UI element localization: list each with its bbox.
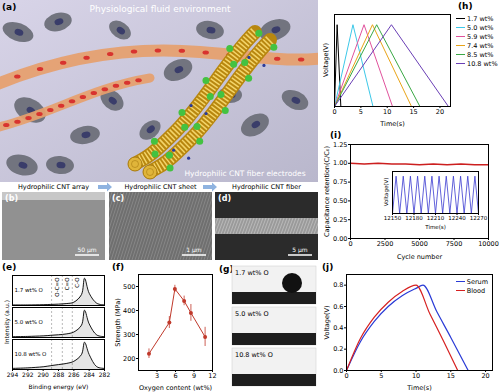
- svg-text:5: 5: [379, 372, 383, 380]
- svg-text:Oxygen content (wt%): Oxygen content (wt%): [139, 384, 212, 392]
- svg-text:3: 3: [155, 372, 159, 380]
- svg-text:286: 286: [68, 371, 80, 378]
- html-text:Voltage(V): Voltage(V): [322, 43, 330, 77]
- svg-text:9: 9: [192, 372, 196, 380]
- svg-text:10.8 wt% O: 10.8 wt% O: [235, 351, 273, 359]
- svg-text:Time(s): Time(s): [424, 224, 446, 230]
- svg-text:1.25: 1.25: [333, 141, 347, 149]
- svg-text:200: 200: [123, 355, 135, 363]
- svg-text:2500: 2500: [377, 240, 394, 248]
- svg-text:20: 20: [436, 108, 444, 116]
- svg-text:(c): (c): [112, 194, 124, 203]
- svg-text:5.0 wt% O: 5.0 wt% O: [15, 319, 44, 325]
- html-text:5.9 wt%: 5.9 wt%: [467, 32, 494, 41]
- svg-text:1.00: 1.00: [333, 159, 347, 167]
- svg-text:Time(s): Time(s): [406, 384, 431, 392]
- html-text:(i): (i): [330, 130, 342, 140]
- html-text:Voltage(V): Voltage(V): [383, 177, 389, 207]
- svg-text:0.4: 0.4: [333, 324, 343, 332]
- svg-text:500: 500: [123, 283, 135, 291]
- svg-text:282: 282: [99, 371, 111, 378]
- svg-text:284: 284: [83, 371, 95, 378]
- html-text:7.4 wt%: 7.4 wt%: [467, 41, 494, 50]
- html-text:5.0 wt%: 5.0 wt%: [467, 23, 494, 32]
- svg-text:12240: 12240: [448, 215, 466, 221]
- svg-text:0.0: 0.0: [333, 367, 343, 375]
- svg-text:20: 20: [481, 372, 489, 380]
- svg-text:O-C=O: O-C=O: [54, 277, 60, 297]
- html-text:1.7 wt%: 1.7 wt%: [467, 14, 494, 23]
- svg-text:290: 290: [37, 371, 49, 378]
- svg-text:0.25: 0.25: [333, 216, 347, 224]
- svg-text:12150: 12150: [384, 215, 402, 221]
- svg-text:0.6: 0.6: [333, 303, 343, 311]
- svg-text:5000: 5000: [411, 240, 428, 248]
- svg-text:12: 12: [208, 372, 216, 380]
- svg-text:0: 0: [344, 372, 348, 380]
- svg-text:15: 15: [447, 372, 455, 380]
- svg-text:C=O: C=O: [64, 277, 70, 290]
- html-text:Intensity (a.u.): Intensity (a.u.): [2, 300, 10, 344]
- svg-text:0.00: 0.00: [333, 235, 347, 243]
- html-text:8.5 wt%: 8.5 wt%: [467, 50, 494, 59]
- svg-text:Time(s): Time(s): [379, 120, 404, 128]
- svg-text:Hydrophilic CNT sheet: Hydrophilic CNT sheet: [124, 183, 197, 191]
- html-text:Serum: Serum: [466, 277, 488, 286]
- svg-text:10: 10: [383, 108, 391, 116]
- svg-text:6: 6: [173, 372, 177, 380]
- html-text:(e): (e): [2, 262, 17, 272]
- svg-text:12270: 12270: [470, 215, 488, 221]
- svg-text:(a): (a): [2, 2, 16, 12]
- svg-text:Strength (MPa): Strength (MPa): [114, 298, 122, 346]
- svg-text:(d): (d): [218, 194, 231, 203]
- svg-text:(g): (g): [219, 264, 234, 274]
- html-text:(h): (h): [458, 1, 473, 11]
- svg-text:Hydrophilic CNT array: Hydrophilic CNT array: [18, 183, 89, 191]
- html-text:Blood: Blood: [466, 286, 486, 295]
- svg-text:Binding energy (eV): Binding energy (eV): [29, 383, 89, 391]
- svg-text:C-O: C-O: [74, 277, 80, 288]
- svg-text:Cycle number: Cycle number: [397, 253, 443, 261]
- svg-text:5 μm: 5 μm: [292, 246, 308, 254]
- svg-text:1.7 wt% O: 1.7 wt% O: [235, 269, 269, 277]
- svg-text:0.8: 0.8: [333, 281, 343, 289]
- svg-text:0.2: 0.2: [333, 345, 343, 353]
- svg-text:(b): (b): [5, 194, 18, 203]
- svg-text:292: 292: [22, 371, 34, 378]
- svg-text:Voltage(V): Voltage(V): [323, 306, 331, 340]
- svg-text:288: 288: [53, 371, 65, 378]
- svg-text:Physiological fluid environmen: Physiological fluid environment: [90, 4, 231, 14]
- svg-text:50 μm: 50 μm: [77, 246, 96, 254]
- html-text:10.8 wt%: 10.8 wt%: [467, 59, 498, 68]
- svg-text:1 μm: 1 μm: [186, 246, 202, 254]
- svg-text:0: 0: [332, 108, 336, 116]
- svg-text:10000: 10000: [478, 240, 499, 248]
- svg-text:Capacitance retention(C/C₀): Capacitance retention(C/C₀): [323, 146, 331, 237]
- svg-text:10.8 wt% O: 10.8 wt% O: [15, 351, 48, 357]
- html-text:(f): (f): [112, 262, 125, 272]
- svg-text:5.0 wt% O: 5.0 wt% O: [235, 310, 269, 318]
- svg-text:0.75: 0.75: [333, 178, 347, 186]
- svg-text:7500: 7500: [446, 240, 463, 248]
- svg-text:15: 15: [409, 108, 417, 116]
- svg-text:1.7 wt% O: 1.7 wt% O: [15, 287, 44, 293]
- svg-text:0.50: 0.50: [333, 197, 347, 205]
- svg-text:5: 5: [359, 108, 363, 116]
- svg-text:12180: 12180: [405, 215, 423, 221]
- svg-text:294: 294: [7, 371, 19, 378]
- svg-text:Hydrophilic CNT fiber electrod: Hydrophilic CNT fiber electrodes: [184, 169, 305, 178]
- svg-text:400: 400: [123, 307, 135, 315]
- svg-text:0: 0: [348, 240, 352, 248]
- html-text:(j): (j): [322, 262, 334, 272]
- svg-text:Hydrophilic CNT fiber: Hydrophilic CNT fiber: [232, 183, 301, 191]
- svg-text:10: 10: [412, 372, 420, 380]
- svg-text:12210: 12210: [427, 215, 445, 221]
- svg-text:300: 300: [123, 331, 135, 339]
